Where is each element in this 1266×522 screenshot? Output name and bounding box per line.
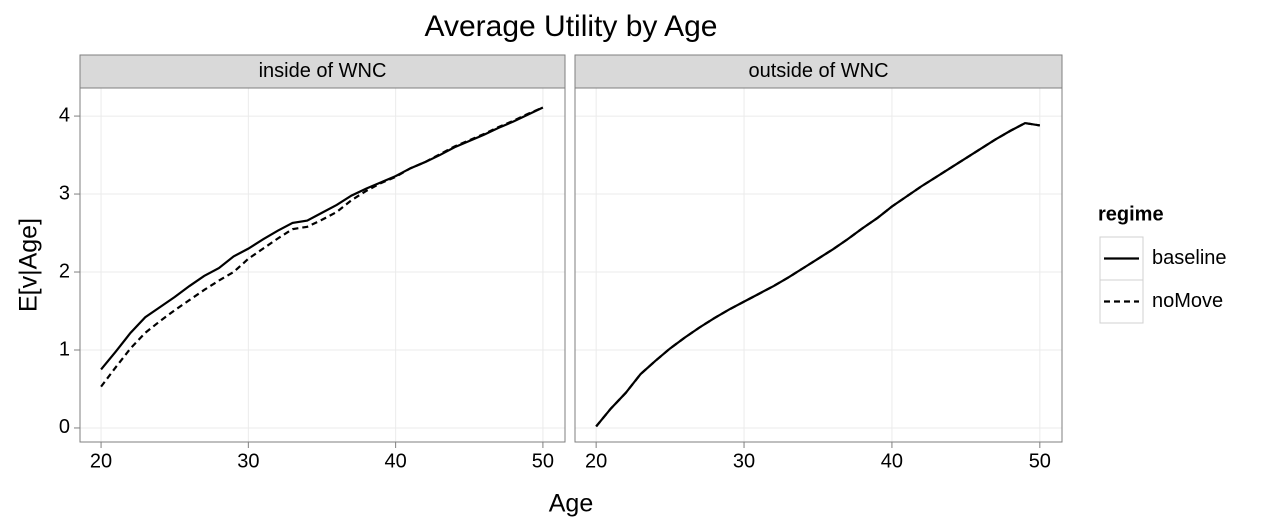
y-tick-label: 4 bbox=[59, 104, 70, 126]
x-tick-label: 30 bbox=[237, 450, 259, 472]
panel bbox=[79, 87, 566, 443]
x-tick-label: 30 bbox=[733, 450, 755, 472]
x-tick-label: 40 bbox=[881, 450, 903, 472]
panel-border bbox=[79, 87, 566, 443]
y-tick-label: 3 bbox=[59, 182, 70, 204]
strip bbox=[574, 54, 1063, 89]
panel bbox=[574, 87, 1063, 443]
y-tick-label: 0 bbox=[59, 416, 70, 438]
data-line bbox=[595, 121, 1040, 428]
chart-title: Average Utility by Age bbox=[425, 10, 718, 43]
data-line bbox=[100, 106, 544, 388]
data-line bbox=[100, 106, 544, 371]
x-tick-label: 40 bbox=[385, 450, 407, 472]
x-axis-label: Age bbox=[549, 490, 593, 518]
panel-border bbox=[574, 87, 1063, 443]
strip bbox=[79, 54, 566, 89]
legend-title: regime bbox=[1098, 203, 1164, 225]
x-tick-label: 20 bbox=[90, 450, 112, 472]
y-tick-label: 2 bbox=[59, 260, 70, 282]
y-axis-label: E[v|Age] bbox=[15, 218, 43, 312]
x-tick-label: 20 bbox=[585, 450, 607, 472]
legend-label: baseline bbox=[1152, 247, 1227, 269]
facet-label: inside of WNC bbox=[259, 60, 387, 82]
x-tick-label: 50 bbox=[532, 450, 554, 472]
y-tick-label: 1 bbox=[59, 338, 70, 360]
legend-label: noMove bbox=[1152, 290, 1223, 312]
x-tick-label: 50 bbox=[1029, 450, 1051, 472]
facet-label: outside of WNC bbox=[748, 60, 888, 82]
